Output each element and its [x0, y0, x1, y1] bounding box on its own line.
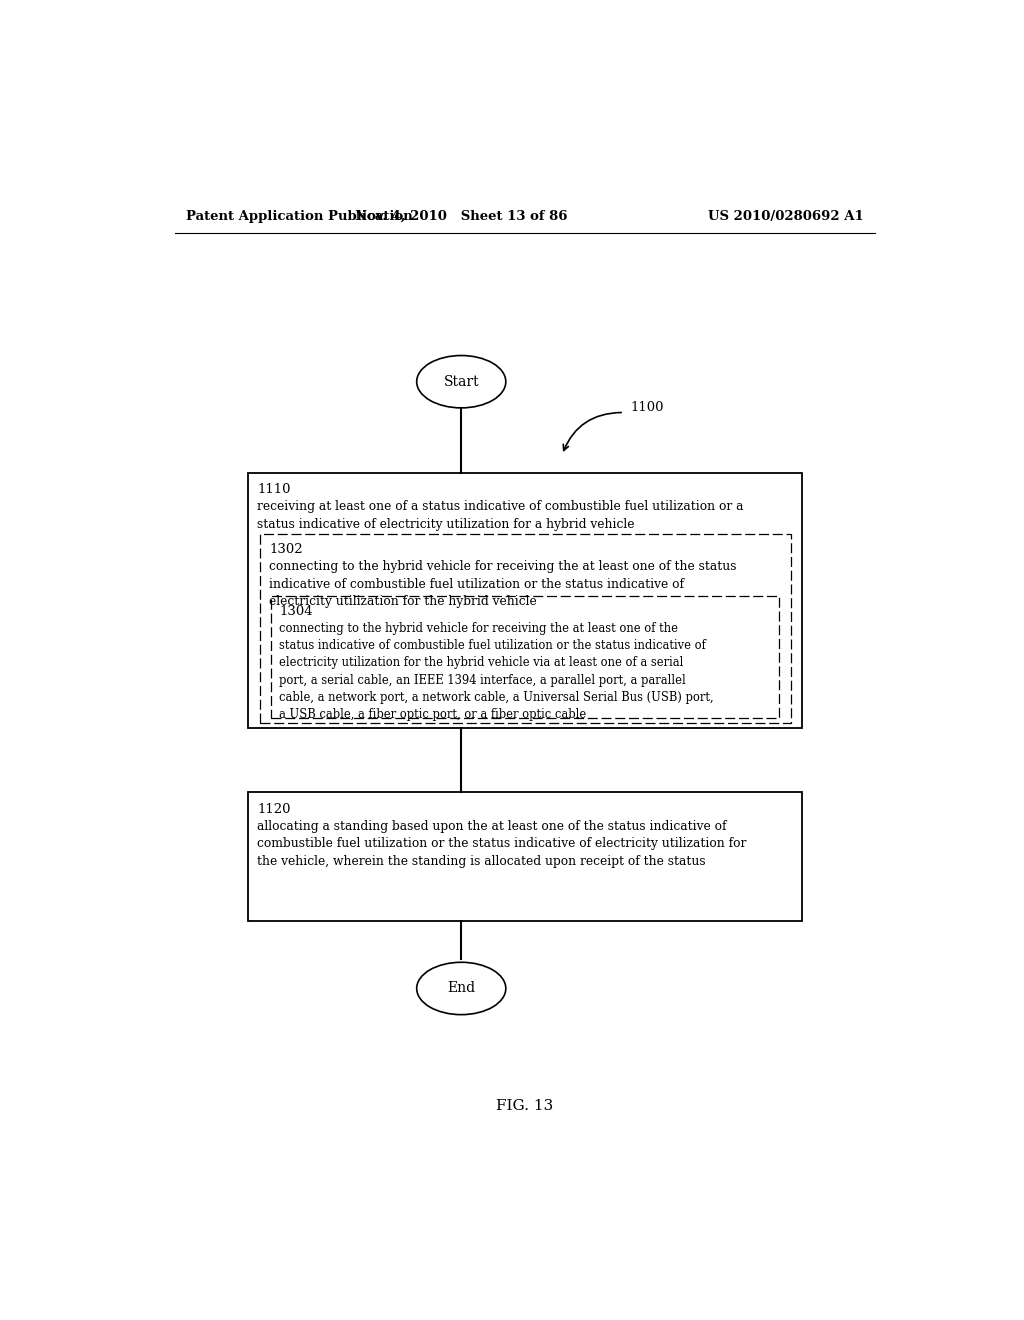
Text: 1100: 1100 [630, 400, 664, 413]
Bar [260, 535, 791, 723]
Text: End: End [447, 982, 475, 995]
Text: FIG. 13: FIG. 13 [497, 1098, 553, 1113]
Text: Start: Start [443, 375, 479, 388]
Text: US 2010/0280692 A1: US 2010/0280692 A1 [709, 210, 864, 223]
Text: connecting to the hybrid vehicle for receiving the at least one of the status
in: connecting to the hybrid vehicle for rec… [269, 561, 736, 609]
Bar [271, 595, 779, 718]
Text: 1110: 1110 [257, 483, 291, 496]
Bar [248, 473, 802, 729]
Text: 1120: 1120 [257, 803, 291, 816]
Text: Nov. 4, 2010   Sheet 13 of 86: Nov. 4, 2010 Sheet 13 of 86 [355, 210, 567, 223]
Text: 1302: 1302 [269, 544, 303, 557]
Text: 1304: 1304 [280, 605, 312, 618]
Text: receiving at least one of a status indicative of combustible fuel utilization or: receiving at least one of a status indic… [257, 500, 743, 531]
Text: Patent Application Publication: Patent Application Publication [186, 210, 413, 223]
Text: connecting to the hybrid vehicle for receiving the at least one of the
status in: connecting to the hybrid vehicle for rec… [280, 622, 714, 721]
Text: allocating a standing based upon the at least one of the status indicative of
co: allocating a standing based upon the at … [257, 820, 746, 867]
Bar [248, 792, 802, 921]
